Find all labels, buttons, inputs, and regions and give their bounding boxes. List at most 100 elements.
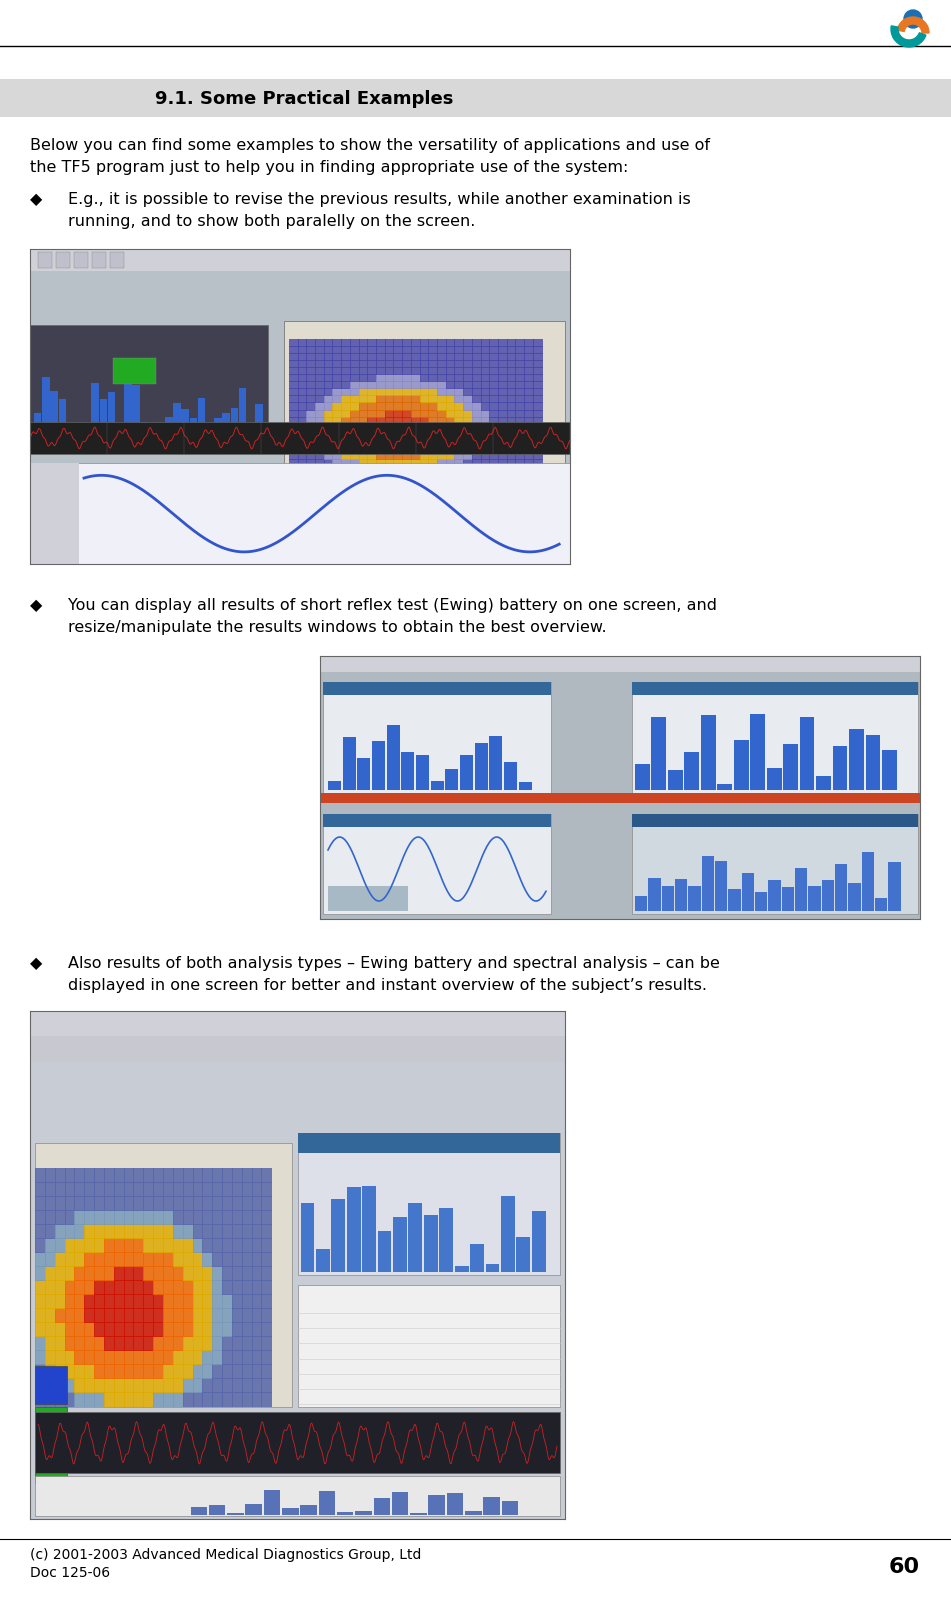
FancyBboxPatch shape: [232, 1323, 243, 1337]
FancyBboxPatch shape: [480, 368, 490, 376]
FancyBboxPatch shape: [242, 1295, 253, 1310]
FancyBboxPatch shape: [315, 466, 324, 474]
FancyBboxPatch shape: [332, 368, 342, 376]
FancyBboxPatch shape: [359, 431, 368, 439]
FancyBboxPatch shape: [446, 466, 456, 474]
FancyBboxPatch shape: [35, 1210, 46, 1226]
FancyBboxPatch shape: [133, 1281, 145, 1295]
FancyBboxPatch shape: [439, 1208, 453, 1273]
FancyBboxPatch shape: [30, 325, 267, 445]
FancyBboxPatch shape: [376, 445, 386, 453]
FancyBboxPatch shape: [289, 431, 299, 439]
FancyBboxPatch shape: [419, 418, 429, 426]
FancyBboxPatch shape: [315, 354, 324, 362]
FancyBboxPatch shape: [232, 1210, 243, 1226]
FancyBboxPatch shape: [419, 339, 429, 347]
FancyBboxPatch shape: [455, 354, 464, 362]
FancyBboxPatch shape: [252, 1168, 262, 1184]
Text: ◆: ◆: [30, 598, 42, 612]
FancyBboxPatch shape: [411, 466, 420, 474]
FancyBboxPatch shape: [75, 426, 83, 440]
FancyBboxPatch shape: [755, 892, 767, 911]
FancyBboxPatch shape: [480, 453, 490, 461]
FancyBboxPatch shape: [480, 460, 490, 468]
FancyBboxPatch shape: [455, 368, 464, 376]
FancyBboxPatch shape: [359, 439, 368, 447]
FancyBboxPatch shape: [472, 389, 481, 397]
FancyBboxPatch shape: [173, 1281, 184, 1295]
FancyBboxPatch shape: [183, 1266, 193, 1281]
FancyBboxPatch shape: [55, 1168, 66, 1184]
FancyBboxPatch shape: [183, 1392, 193, 1408]
FancyBboxPatch shape: [45, 1323, 56, 1337]
FancyBboxPatch shape: [298, 382, 307, 391]
FancyBboxPatch shape: [632, 815, 918, 914]
FancyBboxPatch shape: [55, 1210, 66, 1226]
FancyBboxPatch shape: [173, 1350, 184, 1366]
FancyBboxPatch shape: [359, 403, 368, 411]
FancyBboxPatch shape: [74, 1364, 86, 1379]
FancyBboxPatch shape: [489, 410, 499, 418]
FancyBboxPatch shape: [242, 1183, 253, 1197]
FancyBboxPatch shape: [55, 1364, 66, 1379]
FancyBboxPatch shape: [212, 1168, 223, 1184]
FancyBboxPatch shape: [252, 1183, 262, 1197]
FancyBboxPatch shape: [472, 439, 481, 447]
FancyBboxPatch shape: [402, 445, 412, 453]
FancyBboxPatch shape: [212, 1197, 223, 1212]
FancyBboxPatch shape: [65, 1392, 75, 1408]
FancyBboxPatch shape: [173, 1183, 184, 1197]
FancyBboxPatch shape: [239, 389, 246, 440]
FancyBboxPatch shape: [35, 1266, 46, 1281]
FancyBboxPatch shape: [50, 392, 58, 440]
FancyBboxPatch shape: [498, 424, 508, 432]
FancyBboxPatch shape: [232, 1350, 243, 1366]
FancyBboxPatch shape: [114, 1379, 125, 1393]
FancyBboxPatch shape: [394, 389, 403, 397]
FancyBboxPatch shape: [356, 1512, 372, 1515]
FancyBboxPatch shape: [332, 354, 342, 362]
FancyBboxPatch shape: [632, 683, 918, 696]
FancyBboxPatch shape: [524, 466, 534, 474]
FancyBboxPatch shape: [30, 464, 570, 564]
FancyBboxPatch shape: [306, 389, 316, 397]
FancyBboxPatch shape: [515, 368, 525, 376]
FancyBboxPatch shape: [437, 354, 447, 362]
FancyBboxPatch shape: [332, 397, 342, 405]
FancyBboxPatch shape: [232, 1252, 243, 1268]
FancyBboxPatch shape: [411, 453, 420, 461]
FancyBboxPatch shape: [323, 374, 334, 382]
FancyBboxPatch shape: [651, 718, 667, 791]
FancyBboxPatch shape: [35, 1281, 46, 1295]
FancyBboxPatch shape: [367, 418, 377, 426]
FancyBboxPatch shape: [323, 439, 334, 447]
FancyBboxPatch shape: [437, 347, 447, 355]
FancyBboxPatch shape: [428, 418, 438, 426]
FancyBboxPatch shape: [315, 382, 324, 391]
FancyBboxPatch shape: [192, 1210, 204, 1226]
FancyBboxPatch shape: [124, 1183, 134, 1197]
FancyBboxPatch shape: [289, 445, 299, 453]
FancyBboxPatch shape: [489, 347, 499, 355]
FancyBboxPatch shape: [437, 418, 447, 426]
FancyBboxPatch shape: [332, 439, 342, 447]
FancyBboxPatch shape: [489, 460, 499, 468]
FancyBboxPatch shape: [524, 453, 534, 461]
FancyBboxPatch shape: [242, 1323, 253, 1337]
FancyBboxPatch shape: [289, 374, 299, 382]
Text: 60: 60: [889, 1556, 920, 1576]
FancyBboxPatch shape: [507, 374, 516, 382]
FancyBboxPatch shape: [55, 1308, 66, 1324]
FancyBboxPatch shape: [183, 1183, 193, 1197]
FancyBboxPatch shape: [489, 445, 499, 453]
FancyBboxPatch shape: [332, 389, 342, 397]
FancyBboxPatch shape: [376, 339, 386, 347]
FancyBboxPatch shape: [489, 418, 499, 426]
FancyBboxPatch shape: [350, 439, 359, 447]
FancyBboxPatch shape: [232, 1392, 243, 1408]
FancyBboxPatch shape: [480, 389, 490, 397]
FancyBboxPatch shape: [114, 1168, 125, 1184]
FancyBboxPatch shape: [173, 1225, 184, 1239]
FancyBboxPatch shape: [232, 1337, 243, 1351]
FancyBboxPatch shape: [192, 1252, 204, 1268]
